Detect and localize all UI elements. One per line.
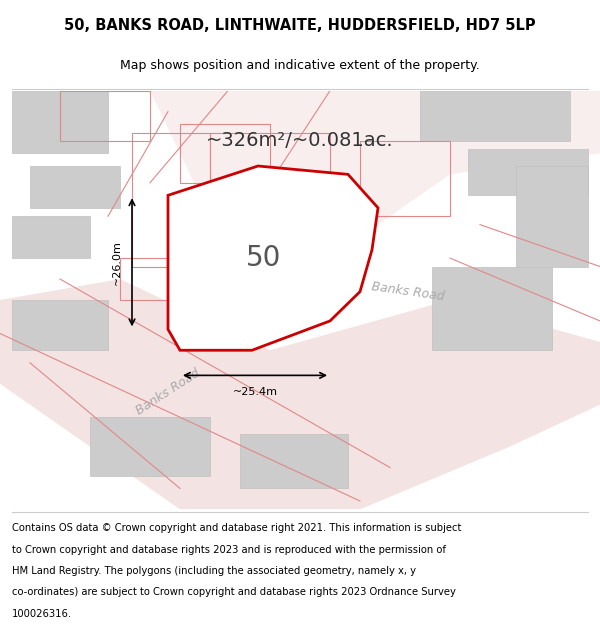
- Polygon shape: [168, 166, 378, 350]
- Polygon shape: [12, 91, 108, 153]
- Polygon shape: [432, 266, 552, 350]
- Polygon shape: [468, 149, 588, 195]
- Polygon shape: [12, 300, 108, 350]
- Polygon shape: [210, 224, 312, 292]
- Text: 50: 50: [247, 244, 281, 272]
- Text: ~26.0m: ~26.0m: [112, 240, 122, 285]
- Polygon shape: [30, 166, 120, 208]
- Text: ~25.4m: ~25.4m: [233, 387, 277, 397]
- Text: Banks Road: Banks Road: [371, 280, 445, 303]
- Polygon shape: [240, 434, 348, 489]
- Polygon shape: [12, 216, 90, 258]
- Polygon shape: [90, 418, 210, 476]
- Text: Map shows position and indicative extent of the property.: Map shows position and indicative extent…: [120, 59, 480, 72]
- Text: HM Land Registry. The polygons (including the associated geometry, namely x, y: HM Land Registry. The polygons (includin…: [12, 566, 416, 576]
- Text: ~326m²/~0.081ac.: ~326m²/~0.081ac.: [206, 131, 394, 151]
- Text: 100026316.: 100026316.: [12, 609, 72, 619]
- Text: co-ordinates) are subject to Crown copyright and database rights 2023 Ordnance S: co-ordinates) are subject to Crown copyr…: [12, 588, 456, 598]
- Text: to Crown copyright and database rights 2023 and is reproduced with the permissio: to Crown copyright and database rights 2…: [12, 544, 446, 554]
- Polygon shape: [516, 166, 588, 266]
- Polygon shape: [0, 279, 600, 509]
- Text: Banks Road: Banks Road: [134, 367, 202, 418]
- Polygon shape: [150, 91, 600, 237]
- Text: Contains OS data © Crown copyright and database right 2021. This information is : Contains OS data © Crown copyright and d…: [12, 523, 461, 533]
- Polygon shape: [420, 91, 570, 141]
- Text: 50, BANKS ROAD, LINTHWAITE, HUDDERSFIELD, HD7 5LP: 50, BANKS ROAD, LINTHWAITE, HUDDERSFIELD…: [64, 18, 536, 33]
